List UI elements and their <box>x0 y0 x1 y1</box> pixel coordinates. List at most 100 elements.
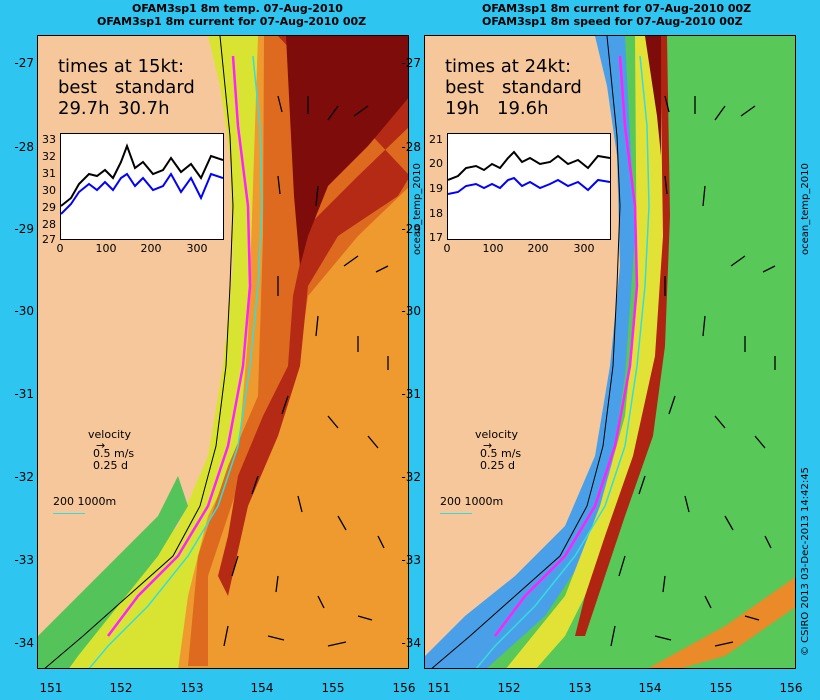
left-times-heading: times at 15kt: <box>58 56 185 77</box>
right-col-standard: standard <box>502 77 582 98</box>
left-inset-ytick-3: 30 <box>42 184 56 197</box>
right-col-best: best <box>445 77 484 98</box>
left-velocity-scale: 0.5 m/s <box>93 447 135 460</box>
left-side-label: ocean_temp_2010 <box>412 163 423 255</box>
right-inset-xtick-3: 300 <box>573 242 595 255</box>
ytick-right-0: -27 <box>401 56 421 70</box>
right-inset-series-best <box>448 176 610 195</box>
right-inset-xtick-1: 100 <box>482 242 504 255</box>
left-inset-xtick-1: 100 <box>95 242 117 255</box>
left-ocean-green <box>38 476 188 668</box>
left-inset-ytick-2: 31 <box>42 167 56 180</box>
right-isobath-legend-line <box>440 513 472 514</box>
left-isobath-line <box>88 55 263 668</box>
right-isobath-line <box>475 55 650 668</box>
left-title-line1: OFAM3sp1 8m temp. 07-Aug-2010 <box>132 2 343 15</box>
right-inset-ytick-1: 20 <box>429 157 443 170</box>
left-inset-ytick-0: 33 <box>42 133 56 146</box>
left-inset-xtick-2: 200 <box>140 242 162 255</box>
right-velocity-time: 0.25 d <box>480 459 515 472</box>
xtick-right-3: 154 <box>638 681 662 695</box>
right-times-heading: times at 24kt: <box>445 56 572 77</box>
left-inset-ytick-4: 29 <box>42 201 56 214</box>
left-inset-series-standard <box>61 143 223 207</box>
right-inset-ytick-2: 19 <box>429 182 443 195</box>
left-inset-ytick-1: 32 <box>42 150 56 163</box>
right-title-line2: OFAM3sp1 8m speed for 07-Aug-2010 00Z <box>482 15 743 28</box>
xtick-left-4: 155 <box>321 681 345 695</box>
ytick-left-7: -34 <box>14 636 34 650</box>
ytick-left-0: -27 <box>14 56 34 70</box>
xtick-right-2: 153 <box>568 681 592 695</box>
ytick-left-2: -29 <box>14 222 34 236</box>
right-inset-ytick-4: 17 <box>429 231 443 244</box>
xtick-left-5: 156 <box>392 681 416 695</box>
credit-label: © CSIRO 2013 03-Dec-2013 14:42:45 <box>800 467 811 656</box>
left-route-best <box>107 55 252 637</box>
right-inset-ytick-3: 18 <box>429 207 443 220</box>
xtick-right-5: 156 <box>779 681 803 695</box>
right-title-line1: OFAM3sp1 8m current for 07-Aug-2010 00Z <box>482 2 752 15</box>
left-inset-graphic <box>61 143 223 215</box>
right-inset-xtick-0: 0 <box>443 242 451 255</box>
right-inset-series-standard <box>448 150 610 181</box>
left-velocity-label: velocity <box>88 428 131 441</box>
xtick-right-1: 152 <box>497 681 521 695</box>
left-inset-ytick-5: 28 <box>42 218 56 231</box>
right-speed-core <box>645 36 661 156</box>
ytick-right-4: -31 <box>401 387 421 401</box>
ytick-right-6: -33 <box>401 553 421 567</box>
right-speed-orange-band <box>648 577 795 668</box>
left-title-line2: OFAM3sp1 8m current for 07-Aug-2010 00Z <box>97 15 367 28</box>
left-ocean-red <box>218 36 408 596</box>
ytick-left-3: -30 <box>14 304 34 318</box>
left-map-panel: times at 15kt: best standard 29.7h 30.7h… <box>37 35 409 669</box>
xtick-right-4: 155 <box>709 681 733 695</box>
xtick-left-0: 151 <box>39 681 63 695</box>
ytick-left-6: -33 <box>14 553 34 567</box>
right-speed-yellow <box>506 36 665 668</box>
left-velocity-arrow: → <box>96 439 106 452</box>
right-inset-graphic <box>448 150 610 195</box>
left-col-best: best <box>58 77 97 98</box>
right-current-vectors <box>610 95 776 647</box>
right-velocity-label: velocity <box>475 428 518 441</box>
left-coastline <box>44 36 234 668</box>
ytick-right-5: -32 <box>401 470 421 484</box>
right-map-graphic <box>425 36 795 668</box>
ytick-right-1: -28 <box>401 140 421 154</box>
xtick-left-1: 152 <box>109 681 133 695</box>
left-val-standard: 30.7h <box>118 98 170 119</box>
left-isobath-legend-line <box>53 513 85 514</box>
xtick-right-0: 151 <box>427 681 451 695</box>
ytick-left-5: -32 <box>14 470 34 484</box>
right-velocity-arrow: → <box>483 439 493 452</box>
ytick-right-7: -34 <box>401 636 421 650</box>
left-inset-xtick-0: 0 <box>56 242 64 255</box>
left-isobath-legend: 200 1000m <box>53 495 117 508</box>
left-val-best: 29.7h <box>58 98 110 119</box>
right-coastline <box>431 36 621 668</box>
left-inset-ytick-6: 27 <box>42 233 56 246</box>
left-col-standard: standard <box>115 77 195 98</box>
left-inset-chart <box>60 133 224 240</box>
right-route-best <box>494 55 639 637</box>
ytick-left-1: -28 <box>14 140 34 154</box>
ytick-right-3: -30 <box>401 304 421 318</box>
left-ocean-core <box>286 36 408 266</box>
xtick-left-3: 154 <box>250 681 274 695</box>
left-inset-xtick-3: 300 <box>186 242 208 255</box>
left-current-vectors <box>223 95 389 647</box>
right-inset-chart <box>447 133 611 240</box>
right-inset-ytick-0: 21 <box>429 133 443 146</box>
left-velocity-time: 0.25 d <box>93 459 128 472</box>
ytick-left-4: -31 <box>14 387 34 401</box>
right-val-standard: 19.6h <box>497 98 549 119</box>
right-isobath-legend: 200 1000m <box>440 495 504 508</box>
right-side-label: ocean_temp_2010 <box>800 163 811 255</box>
right-map-panel: times at 24kt: best standard 19h 19.6h 2… <box>424 35 796 669</box>
xtick-left-2: 153 <box>180 681 204 695</box>
left-inset-series-best <box>61 172 223 215</box>
right-val-best: 19h <box>445 98 480 119</box>
right-inset-xtick-2: 200 <box>527 242 549 255</box>
